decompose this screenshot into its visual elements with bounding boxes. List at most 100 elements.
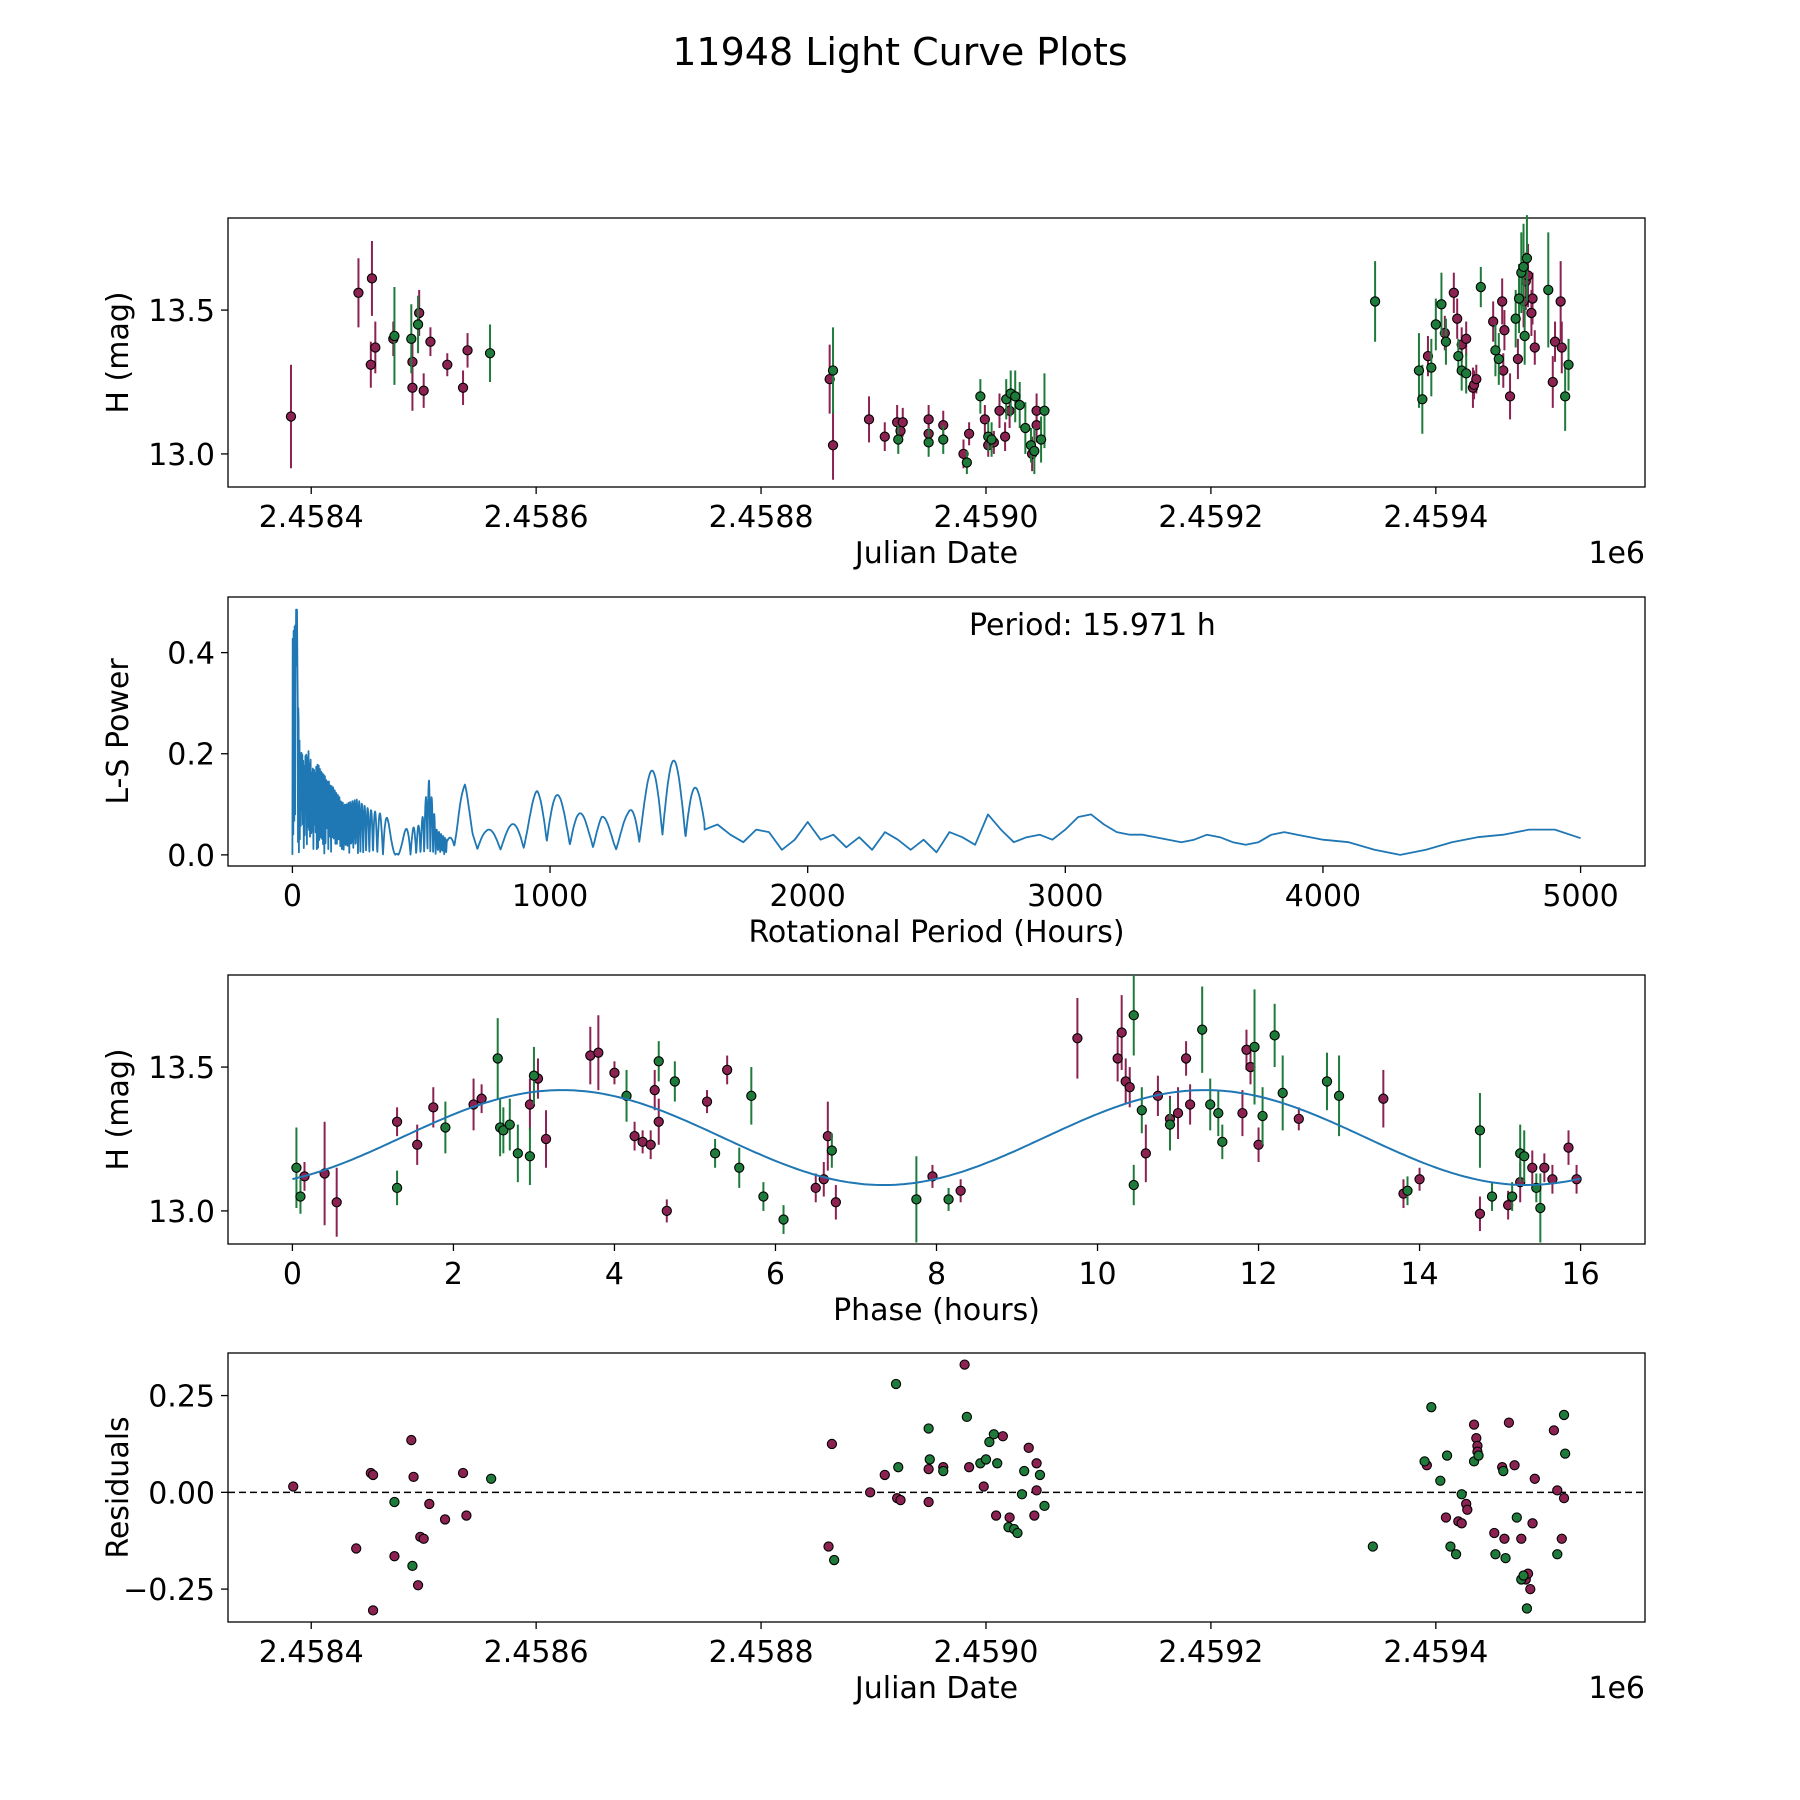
data-point — [1031, 1485, 1042, 1496]
data-point — [1128, 1179, 1139, 1191]
plot-frame — [227, 974, 1646, 1245]
data-point — [890, 1378, 902, 1390]
data-point — [408, 1471, 419, 1483]
x-tick-label: 2 — [444, 1257, 463, 1292]
data-point — [1473, 1450, 1484, 1461]
data-point — [367, 1605, 379, 1616]
data-point — [893, 434, 904, 445]
data-point — [1039, 405, 1050, 416]
x-tick-label: 14 — [1400, 1257, 1438, 1292]
data-point — [923, 1463, 934, 1475]
data-point — [1486, 1191, 1498, 1202]
y-tick-label: 0.2 — [167, 738, 215, 773]
data-point — [424, 1498, 435, 1510]
y-axis-label: Residuals — [101, 1416, 136, 1558]
data-point — [1529, 342, 1540, 353]
data-point — [897, 417, 908, 428]
x-tick-label: 4 — [605, 1257, 624, 1292]
x-tick-label: 2.4588 — [709, 500, 814, 535]
periodogram-line — [291, 608, 1581, 856]
data-point — [938, 434, 949, 445]
data-point — [418, 1533, 429, 1544]
data-point — [1452, 313, 1463, 324]
data-point — [911, 1194, 922, 1205]
data-point — [1474, 1208, 1486, 1219]
data-point — [1402, 1185, 1413, 1196]
data-point — [389, 1496, 400, 1508]
data-point — [1035, 434, 1047, 445]
data-point — [1016, 1489, 1028, 1500]
data-point — [285, 411, 297, 422]
data-point — [1180, 1053, 1192, 1064]
data-point — [830, 1197, 842, 1208]
data-point — [1509, 1460, 1520, 1471]
data-point — [1512, 353, 1524, 365]
data-point — [1498, 1465, 1509, 1477]
data-point — [1539, 1162, 1550, 1173]
data-point — [407, 356, 418, 368]
x-tick-label: 0 — [283, 1257, 302, 1292]
x-tick-label: 5000 — [1542, 879, 1618, 914]
data-point — [1500, 1552, 1511, 1564]
data-point — [1498, 365, 1509, 376]
data-point — [979, 414, 991, 425]
data-point — [1430, 319, 1441, 330]
data-point — [1552, 1549, 1563, 1560]
x-tick-label: 2.4592 — [1158, 1635, 1263, 1670]
data-point — [824, 373, 835, 385]
residuals-panel: 2.4584 2.4586 2.4588 2.4590 2.4592 2.4594 −0.2… — [101, 1352, 1646, 1706]
data-point — [997, 1431, 1009, 1442]
data-point — [353, 287, 364, 298]
data-point — [1367, 1541, 1378, 1552]
data-point — [978, 1481, 989, 1492]
data-point — [1378, 1093, 1389, 1104]
data-point — [980, 1454, 992, 1465]
data-point — [1029, 1510, 1040, 1521]
x-tick-label: 8 — [927, 1257, 946, 1292]
data-point — [1426, 1402, 1437, 1413]
y-tick-label: 13.0 — [148, 1195, 215, 1230]
data-point — [863, 414, 875, 425]
plot-frame — [227, 1352, 1646, 1623]
data-point — [999, 431, 1011, 442]
x-tick-label: 2.4590 — [933, 1635, 1038, 1670]
data-point — [1333, 1090, 1345, 1101]
data-point — [1490, 345, 1501, 356]
x-tick-label: 0 — [283, 879, 302, 914]
data-point — [414, 307, 425, 319]
data-point — [992, 1458, 1003, 1469]
x-tick-label: 6 — [766, 1257, 785, 1292]
y-tick-label: 0.0 — [167, 839, 215, 874]
data-point — [1293, 1113, 1304, 1125]
data-point — [457, 382, 469, 393]
data-point — [389, 330, 400, 342]
x-tick-label: 2.4586 — [484, 1635, 589, 1670]
data-point — [440, 1122, 451, 1133]
data-point — [1450, 1549, 1462, 1560]
data-point — [1023, 1442, 1034, 1453]
data-point — [504, 1119, 515, 1130]
data-point — [1413, 365, 1425, 376]
data-point — [457, 1467, 469, 1479]
data-point — [1136, 1105, 1147, 1116]
data-point — [1474, 1125, 1486, 1136]
data-point — [1004, 1512, 1015, 1523]
data-point — [963, 428, 975, 439]
data-point — [1172, 1107, 1184, 1119]
data-point — [1029, 445, 1040, 457]
data-point — [1197, 1024, 1208, 1035]
x-tick-label: 2.4586 — [484, 500, 589, 535]
data-point — [709, 1148, 721, 1159]
x-tick-label: 16 — [1561, 1257, 1599, 1292]
data-point — [661, 1205, 672, 1217]
data-point — [1511, 1512, 1522, 1523]
x-offset-label: 1e6 — [1588, 536, 1645, 571]
x-tick-label: 10 — [1078, 1257, 1116, 1292]
data-point — [1426, 362, 1437, 373]
y-tick-label: 13.5 — [148, 294, 215, 329]
data-point — [593, 1047, 604, 1058]
y-tick-label: 0.00 — [148, 1476, 215, 1511]
data-point — [701, 1096, 713, 1107]
data-point — [1004, 405, 1015, 416]
data-point — [291, 1162, 302, 1173]
